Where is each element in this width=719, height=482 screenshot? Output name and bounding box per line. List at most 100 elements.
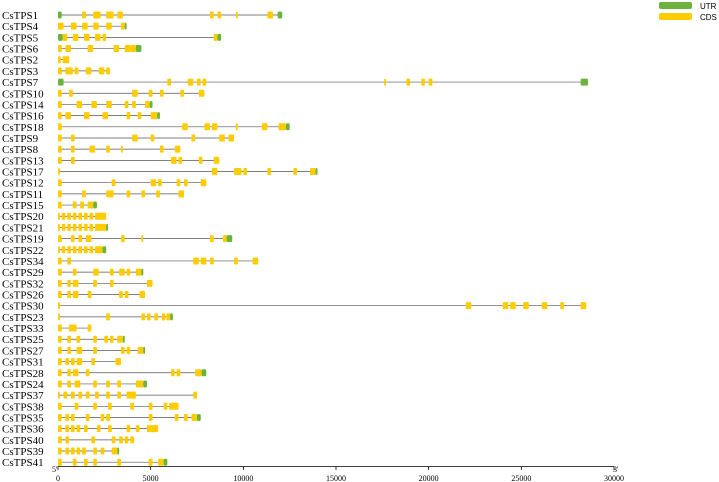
utr-segment bbox=[102, 246, 107, 254]
gene-name-label: CsTPS37 bbox=[2, 390, 44, 402]
gene-row: CsTPS40 bbox=[2, 435, 134, 447]
cds-segment bbox=[130, 402, 134, 410]
cds-segment bbox=[158, 458, 164, 466]
utr-segment bbox=[122, 335, 125, 343]
cds-segment bbox=[100, 413, 105, 421]
cds-segment bbox=[197, 78, 201, 86]
cds-segment bbox=[85, 67, 92, 75]
cds-segment bbox=[69, 324, 77, 332]
gene-name-label: CsTPS6 bbox=[2, 44, 39, 56]
cds-segment bbox=[58, 235, 62, 243]
cds-segment bbox=[58, 425, 62, 433]
cds-segment bbox=[176, 179, 181, 187]
utr-segment bbox=[135, 45, 142, 53]
cds-segment bbox=[108, 425, 112, 433]
cds-segment bbox=[78, 223, 83, 231]
cds-segment bbox=[166, 313, 171, 321]
cds-segment bbox=[58, 380, 62, 388]
cds-segment bbox=[70, 413, 75, 421]
gene-name-label: CsTPS7 bbox=[2, 77, 39, 89]
cds-segment bbox=[82, 22, 88, 30]
cds-segment bbox=[62, 56, 70, 64]
cds-segment bbox=[121, 22, 125, 30]
cds-segment bbox=[72, 279, 79, 287]
utr-segment bbox=[117, 447, 120, 455]
cds-segment bbox=[202, 78, 207, 86]
axis-end-label: 3' bbox=[613, 465, 619, 474]
cds-segment bbox=[85, 369, 90, 377]
gene-row: CsTPS16 bbox=[2, 111, 160, 123]
gene-row: CsTPS29 bbox=[2, 267, 144, 279]
utr-segment bbox=[124, 22, 127, 30]
cds-segment bbox=[135, 425, 140, 433]
cds-segment bbox=[58, 145, 62, 153]
gene-name-label: CsTPS9 bbox=[2, 133, 39, 145]
cds-segment bbox=[154, 313, 159, 321]
utr-segment bbox=[217, 33, 222, 41]
cds-segment bbox=[384, 78, 387, 86]
cds-segment bbox=[63, 391, 68, 399]
cds-segment bbox=[58, 369, 62, 377]
cds-segment bbox=[70, 358, 75, 366]
gene-row: CsTPS39 bbox=[2, 446, 120, 458]
cds-segment bbox=[176, 369, 181, 377]
cds-segment bbox=[159, 89, 164, 97]
gene-row: CsTPS25 bbox=[2, 334, 125, 346]
gene-row: CsTPS14 bbox=[2, 99, 153, 111]
cds-segment bbox=[67, 346, 71, 354]
cds-segment bbox=[228, 134, 235, 142]
cds-segment bbox=[148, 89, 153, 97]
cds-segment bbox=[89, 212, 94, 220]
gene-name-label: CsTPS2 bbox=[2, 55, 38, 67]
gene-name-label: CsTPS34 bbox=[2, 256, 44, 268]
cds-segment bbox=[137, 346, 144, 354]
cds-segment bbox=[67, 369, 71, 377]
cds-segment bbox=[174, 413, 179, 421]
x-tick-label: 25000 bbox=[511, 474, 531, 482]
cds-segment bbox=[158, 179, 162, 187]
gene-row: CsTPS31 bbox=[2, 357, 122, 369]
cds-segment bbox=[106, 11, 114, 19]
cds-segment bbox=[96, 425, 101, 433]
cds-segment bbox=[58, 346, 62, 354]
cds-segment bbox=[106, 313, 110, 321]
gene-name-label: CsTPS29 bbox=[2, 267, 44, 279]
gene-row: CsTPS9 bbox=[2, 133, 235, 145]
cds-segment bbox=[93, 22, 99, 30]
legend-swatch-cds bbox=[659, 13, 692, 20]
cds-segment bbox=[74, 402, 79, 410]
cds-segment bbox=[67, 335, 71, 343]
x-tick-label: 15000 bbox=[326, 474, 346, 482]
cds-segment bbox=[169, 402, 179, 410]
x-tick-label: 20000 bbox=[419, 474, 439, 482]
cds-segment bbox=[70, 22, 77, 30]
cds-segment bbox=[117, 11, 123, 19]
utr-segment bbox=[170, 313, 173, 321]
gene-row: CsTPS17 bbox=[2, 167, 318, 179]
cds-segment bbox=[58, 223, 60, 231]
cds-segment bbox=[87, 324, 92, 332]
cds-segment bbox=[126, 190, 131, 198]
cds-segment bbox=[126, 346, 131, 354]
cds-segment bbox=[106, 145, 110, 153]
cds-segment bbox=[406, 78, 411, 86]
cds-segment bbox=[83, 112, 90, 120]
cds-segment bbox=[119, 268, 125, 276]
gene-name-label: CsTPS36 bbox=[2, 424, 44, 436]
utr-segment bbox=[201, 369, 207, 377]
cds-segment bbox=[58, 201, 62, 209]
cds-segment bbox=[83, 212, 88, 220]
utr-segment bbox=[149, 100, 153, 108]
cds-segment bbox=[58, 436, 62, 444]
cds-segment bbox=[117, 391, 122, 399]
gene-name-label: CsTPS5 bbox=[2, 32, 39, 44]
gene-row: CsTPS32 bbox=[2, 278, 153, 290]
utr-segment bbox=[58, 11, 62, 19]
cds-segment bbox=[58, 313, 60, 321]
cds-segment bbox=[187, 78, 194, 86]
gene-name-label: CsTPS28 bbox=[2, 368, 44, 380]
cds-segment bbox=[76, 358, 83, 366]
cds-segment bbox=[93, 268, 99, 276]
cds-segment bbox=[58, 45, 62, 53]
